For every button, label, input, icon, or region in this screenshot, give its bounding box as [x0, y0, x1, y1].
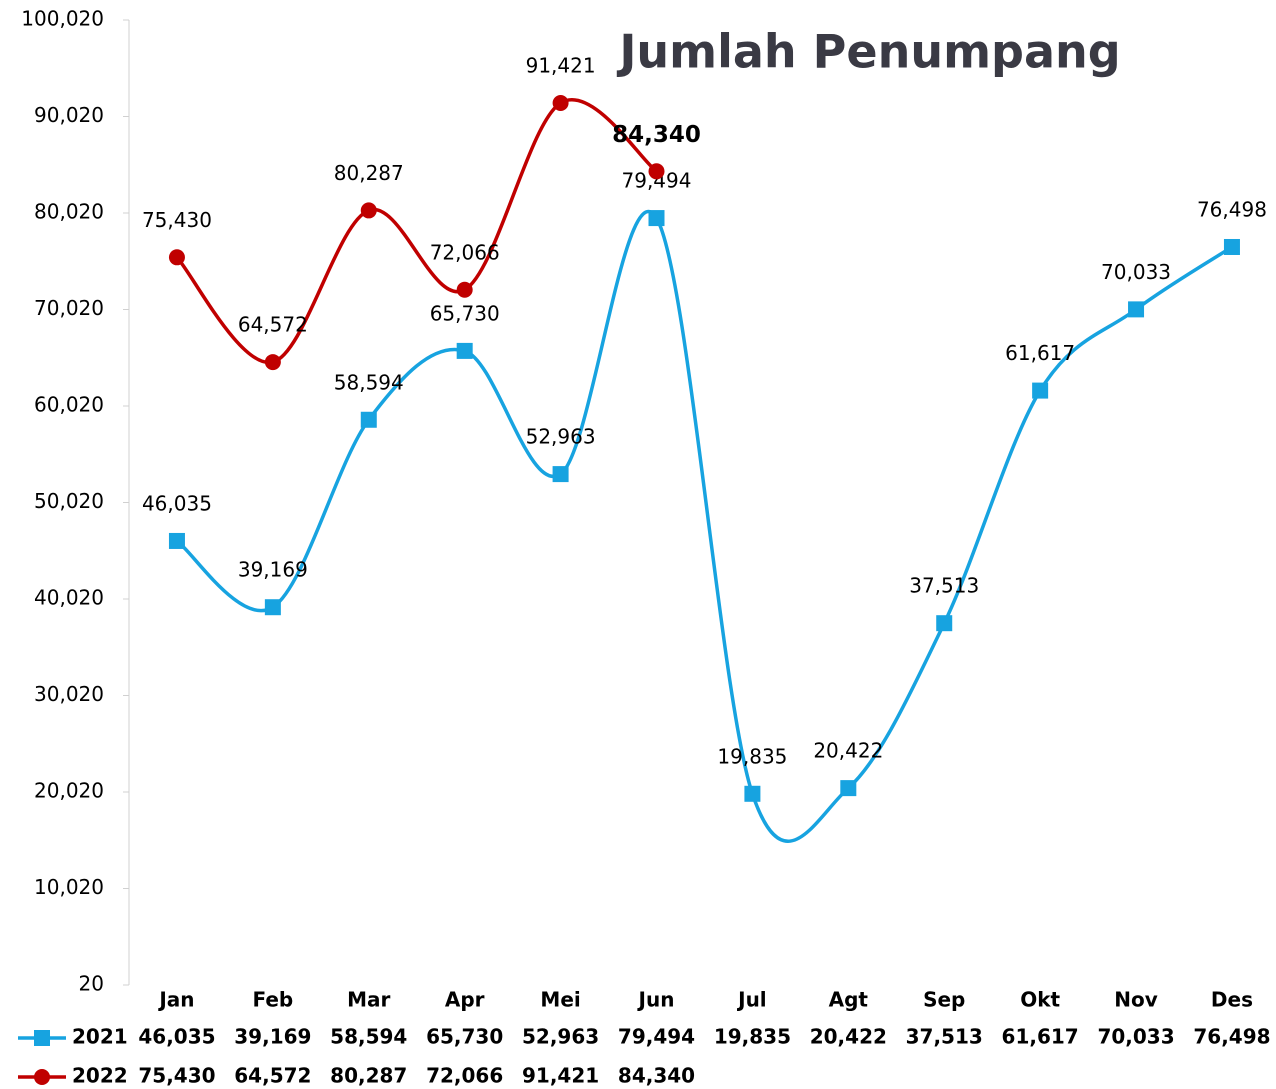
- y-tick-label: 70,020: [34, 296, 104, 320]
- data-label: 19,835: [717, 744, 787, 768]
- marker: [1223, 238, 1240, 255]
- x-tick-label: Des: [1211, 988, 1253, 1012]
- marker: [840, 780, 857, 797]
- y-tick-label: 20: [79, 972, 104, 996]
- x-tick-label: Mar: [347, 988, 390, 1012]
- marker: [360, 202, 377, 219]
- series-line: [175, 209, 1233, 843]
- table-cell: 64,572: [234, 1064, 311, 1088]
- table-cell: 91,421: [522, 1064, 599, 1088]
- marker: [552, 466, 569, 483]
- table-cell: 19,835: [714, 1025, 791, 1049]
- marker: [648, 163, 665, 180]
- data-label: 52,963: [526, 425, 596, 449]
- data-label: 80,287: [334, 161, 404, 185]
- data-label: 61,617: [1005, 341, 1075, 365]
- y-tick-label: 20,020: [34, 779, 104, 803]
- y-tick-label: 60,020: [34, 393, 104, 417]
- x-tick-label: Nov: [1114, 988, 1158, 1012]
- marker: [264, 599, 281, 616]
- data-label: 91,421: [526, 53, 596, 77]
- x-tick-label: Jun: [637, 988, 675, 1012]
- table-cell: 79,494: [618, 1025, 695, 1049]
- data-label: 58,594: [334, 370, 404, 394]
- marker: [648, 210, 665, 227]
- table-cell: 37,513: [906, 1025, 983, 1049]
- x-tick-label: Agt: [829, 988, 869, 1012]
- y-tick-label: 100,020: [21, 7, 104, 31]
- marker: [456, 342, 473, 359]
- x-tick-label: Okt: [1020, 988, 1060, 1012]
- table-cell: 46,035: [138, 1025, 215, 1049]
- table-cell: 75,430: [138, 1064, 215, 1088]
- marker: [168, 249, 185, 266]
- chart-title: Jumlah Penumpang: [616, 25, 1120, 79]
- y-tick-label: 50,020: [34, 489, 104, 513]
- x-tick-label: Mei: [540, 988, 580, 1012]
- data-label: 46,035: [142, 491, 212, 515]
- marker: [1128, 301, 1145, 318]
- x-tick-label: Feb: [252, 988, 293, 1012]
- x-tick-label: Jul: [736, 988, 767, 1012]
- legend-label: 2021: [72, 1025, 128, 1049]
- marker: [360, 411, 377, 428]
- x-tick-label: Jan: [157, 988, 194, 1012]
- data-label: 75,430: [142, 208, 212, 232]
- y-tick-label: 80,020: [34, 200, 104, 224]
- table-cell: 80,287: [330, 1064, 407, 1088]
- table-cell: 20,422: [810, 1025, 887, 1049]
- data-label: 65,730: [430, 301, 500, 325]
- data-label: 64,572: [238, 313, 308, 337]
- legend-marker: [34, 1030, 50, 1046]
- data-label: 37,513: [909, 574, 979, 598]
- x-tick-label: Sep: [923, 988, 965, 1012]
- data-label: 72,066: [430, 240, 500, 264]
- data-label: 84,340: [612, 122, 701, 148]
- marker: [552, 94, 569, 111]
- marker: [456, 281, 473, 298]
- data-label: 39,169: [238, 558, 308, 582]
- data-label: 20,422: [813, 739, 883, 763]
- x-tick-label: Apr: [445, 988, 485, 1012]
- table-cell: 39,169: [234, 1025, 311, 1049]
- table-cell: 61,617: [1002, 1025, 1079, 1049]
- legend-label: 2022: [72, 1064, 128, 1088]
- y-tick-label: 10,020: [34, 875, 104, 899]
- table-cell: 76,498: [1193, 1025, 1270, 1049]
- legend-marker: [34, 1069, 50, 1085]
- marker: [168, 532, 185, 549]
- marker: [936, 615, 953, 632]
- table-cell: 52,963: [522, 1025, 599, 1049]
- table-cell: 58,594: [330, 1025, 407, 1049]
- table-cell: 70,033: [1097, 1025, 1174, 1049]
- marker: [264, 354, 281, 371]
- y-tick-label: 30,020: [34, 682, 104, 706]
- data-label: 76,498: [1197, 197, 1267, 221]
- y-tick-label: 90,020: [34, 103, 104, 127]
- table-cell: 65,730: [426, 1025, 503, 1049]
- marker: [744, 785, 761, 802]
- table-cell: 72,066: [426, 1064, 503, 1088]
- marker: [1032, 382, 1049, 399]
- data-label: 70,033: [1101, 260, 1171, 284]
- y-tick-label: 40,020: [34, 586, 104, 610]
- table-cell: 84,340: [618, 1064, 695, 1088]
